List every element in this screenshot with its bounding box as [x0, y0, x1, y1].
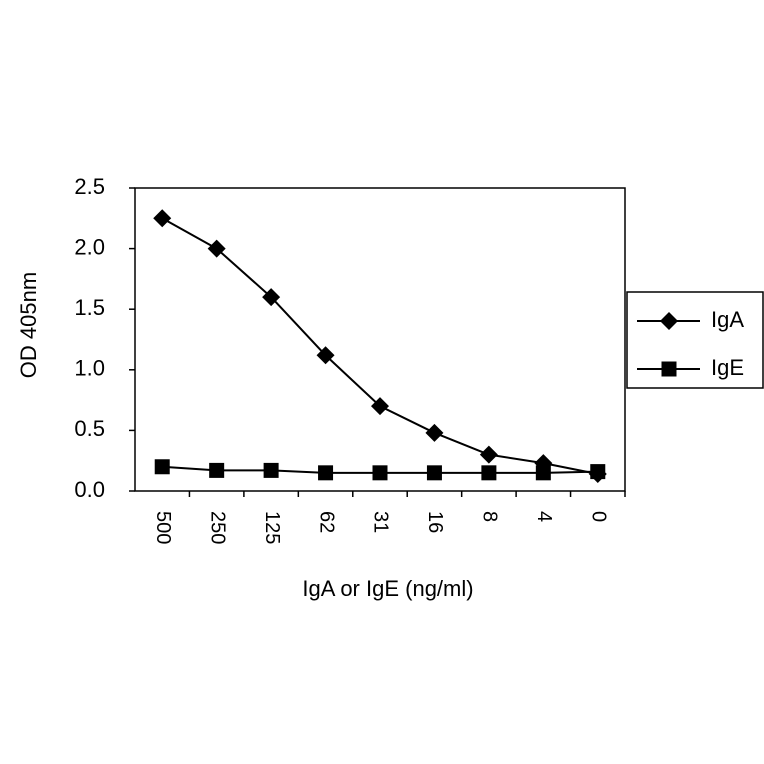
marker [318, 465, 334, 481]
marker [479, 445, 498, 464]
x-tick-label: 500 [152, 511, 174, 544]
marker [535, 465, 551, 481]
marker [372, 465, 388, 481]
y-tick-label: 0.0 [74, 477, 105, 502]
series-line [161, 217, 598, 476]
marker [481, 465, 497, 481]
x-tick-label: 62 [315, 511, 337, 533]
x-tick-label: 250 [206, 511, 228, 544]
x-tick-label: 16 [424, 511, 446, 533]
marker [371, 397, 389, 416]
legend-label: IgA [711, 307, 744, 332]
x-tick-label: 125 [261, 511, 283, 544]
marker [316, 346, 335, 365]
marker [661, 361, 677, 377]
marker [154, 459, 170, 475]
plot-frame [134, 187, 626, 492]
marker [660, 312, 678, 330]
marker [425, 423, 444, 442]
legend-box [626, 291, 764, 389]
marker [209, 462, 225, 478]
marker [207, 239, 226, 258]
legend-label: IgE [711, 355, 744, 380]
x-tick-label: 4 [533, 511, 555, 522]
y-tick-label: 2.5 [74, 174, 105, 199]
x-tick-label: 8 [479, 511, 501, 522]
x-tick-label: 31 [370, 511, 392, 533]
marker [590, 464, 606, 480]
y-tick-label: 2.0 [74, 234, 105, 259]
marker [153, 209, 172, 228]
y-tick-label: 1.0 [74, 356, 105, 381]
x-tick-label: 0 [587, 511, 609, 522]
marker [426, 465, 442, 481]
y-tick-label: 1.5 [74, 295, 105, 320]
y-tick-label: 0.5 [74, 416, 105, 441]
x-axis-label: IgA or IgE (ng/ml) [302, 576, 473, 601]
marker [262, 288, 281, 307]
y-axis-label: OD 405nm [16, 272, 41, 378]
marker [263, 462, 279, 478]
